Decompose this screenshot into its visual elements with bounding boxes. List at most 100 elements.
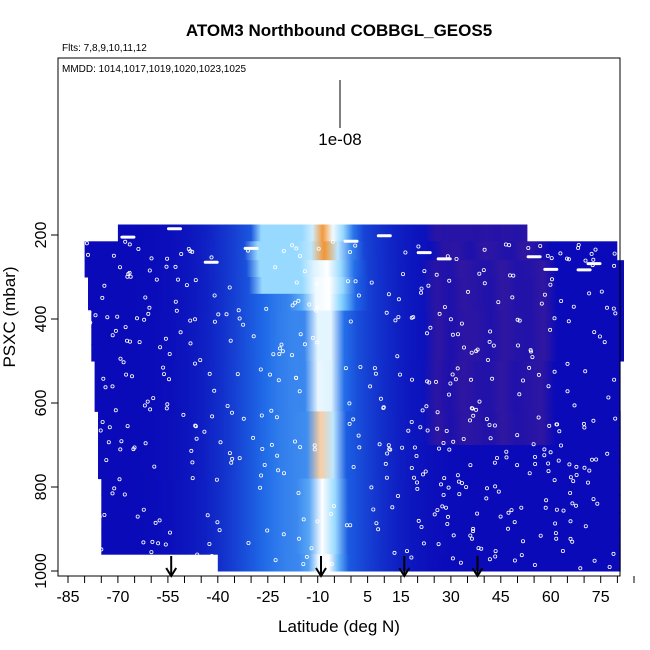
obs-marker: [147, 305, 152, 310]
obs-marker: [194, 436, 199, 441]
obs-marker: [267, 372, 272, 377]
obs-marker: [589, 251, 594, 256]
x-tick-label: 15: [392, 589, 410, 606]
obs-marker: [193, 424, 198, 429]
obs-marker: [493, 484, 498, 489]
obs-marker: [587, 468, 592, 473]
obs-marker: [118, 356, 123, 361]
obs-marker: [297, 389, 302, 394]
obs-marker: [512, 520, 517, 525]
obs-marker: [467, 418, 472, 423]
obs-marker: [328, 512, 333, 517]
heatmap-band: [94, 361, 621, 379]
obs-marker: [190, 249, 195, 254]
obs-marker: [411, 315, 416, 320]
obs-marker: [583, 524, 588, 529]
obs-marker: [549, 256, 554, 261]
obs-marker: [353, 279, 358, 284]
obs-marker: [115, 314, 120, 319]
obs-marker: [383, 461, 388, 466]
latitude-arrow-head: [315, 567, 327, 578]
obs-marker: [165, 256, 170, 261]
obs-marker: [294, 280, 299, 285]
obs-marker: [419, 525, 424, 530]
obs-marker: [189, 448, 194, 453]
obs-marker: [289, 353, 294, 358]
obs-marker: [561, 508, 566, 513]
obs-marker: [566, 319, 571, 324]
obs-marker: [492, 423, 497, 428]
obs-marker: [294, 246, 299, 251]
heatmap-band: [88, 277, 624, 295]
obs-marker: [154, 277, 159, 282]
obs-marker: [343, 366, 348, 371]
obs-marker: [356, 433, 361, 438]
obs-marker: [469, 350, 474, 355]
x-tick-label: 30: [442, 589, 460, 606]
obs-marker: [542, 292, 547, 297]
obs-marker: [348, 319, 353, 324]
obs-marker: [103, 385, 108, 390]
heatmap-band: [101, 545, 621, 555]
obs-marker: [307, 302, 312, 307]
obs-marker: [470, 529, 475, 534]
obs-marker: [195, 552, 200, 557]
y-tick-label: 400: [33, 306, 50, 333]
obs-marker: [552, 316, 557, 321]
obs-marker: [444, 428, 449, 433]
obs-marker: [526, 245, 531, 250]
obs-marker: [210, 414, 215, 419]
obs-marker: [411, 475, 416, 480]
obs-marker: [166, 377, 171, 382]
obs-marker: [131, 447, 136, 452]
obs-marker: [310, 335, 315, 340]
obs-marker: [435, 410, 440, 415]
obs-marker: [207, 371, 212, 376]
obs-marker: [246, 541, 251, 546]
obs-marker: [373, 371, 378, 376]
obs-marker: [558, 251, 563, 256]
obs-marker: [122, 492, 127, 497]
obs-marker: [423, 469, 428, 474]
obs-marker: [157, 518, 162, 523]
obs-marker: [458, 560, 463, 565]
obs-marker: [84, 351, 89, 356]
obs-marker: [454, 256, 459, 261]
obs-marker: [386, 292, 391, 297]
obs-marker: [351, 417, 356, 422]
obs-marker: [438, 482, 443, 487]
obs-marker: [607, 565, 612, 570]
obs-marker: [353, 243, 358, 248]
obs-marker: [301, 517, 306, 522]
obs-marker: [293, 300, 298, 305]
obs-marker: [468, 377, 473, 382]
obs-marker: [574, 472, 579, 477]
obs-marker: [258, 367, 263, 372]
obs-marker: [129, 374, 134, 379]
obs-marker: [146, 311, 151, 316]
obs-marker: [298, 445, 303, 450]
obs-marker: [198, 358, 203, 363]
y-tick-label: 600: [33, 390, 50, 417]
chart-title: ATOM3 Northbound COBBGL_GEOS5: [186, 21, 492, 40]
obs-marker: [568, 475, 573, 480]
x-axis-label: Latitude (deg N): [278, 617, 400, 636]
obs-marker: [235, 372, 240, 377]
obs-marker: [209, 255, 214, 260]
obs-marker: [188, 341, 193, 346]
obs-marker: [468, 533, 473, 538]
obs-marker: [529, 349, 534, 354]
obs-marker: [260, 446, 265, 451]
obs-marker: [545, 253, 550, 258]
obs-marker: [547, 423, 552, 428]
plot-frame: [57, 57, 621, 577]
obs-marker: [536, 372, 541, 377]
obs-marker: [419, 286, 424, 291]
obs-marker: [93, 534, 98, 539]
obs-marker: [90, 422, 95, 427]
obs-marker: [491, 343, 496, 348]
obs-marker: [259, 473, 264, 478]
obs-marker: [209, 554, 214, 559]
x-axis: -85 -70 -55 -40 -25 -10 5 15 30 45 60 75: [56, 576, 635, 606]
obs-marker: [434, 272, 439, 277]
